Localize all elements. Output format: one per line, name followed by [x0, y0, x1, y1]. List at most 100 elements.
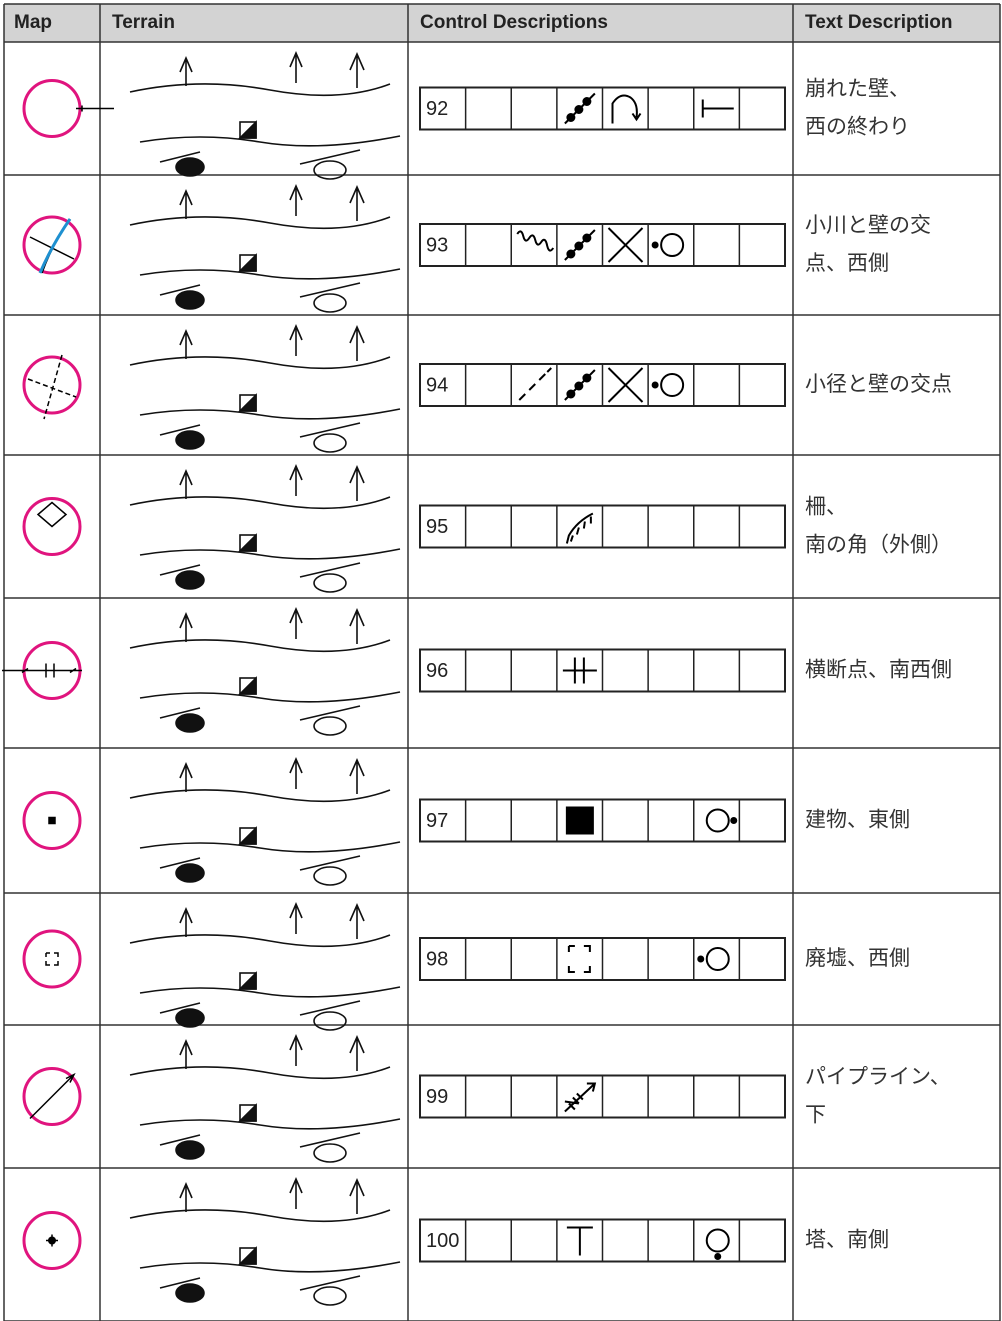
control-flag-half: [238, 533, 257, 552]
symbol-fill: [565, 806, 594, 835]
text-description: 西の終わり: [805, 115, 910, 139]
horizon: [129, 789, 391, 803]
table-grid: [3, 3, 1001, 1321]
rock: [175, 1283, 205, 1303]
rock: [175, 157, 205, 177]
trees: [179, 901, 365, 939]
symbol-circle: [705, 947, 730, 971]
control-symbol: [565, 806, 594, 835]
text-description: 崩れた壁、: [805, 77, 910, 101]
control-number: 96: [426, 660, 448, 682]
control-symbol: [566, 1226, 593, 1256]
rock: [313, 1011, 347, 1031]
symbol-dot: [582, 233, 592, 243]
header-map: Map: [14, 12, 52, 33]
control-number: 98: [426, 948, 448, 970]
control-symbol: [562, 657, 597, 684]
symbol-dot: [714, 1253, 722, 1260]
terrain-sketch: [129, 756, 401, 886]
terrain-sketch: [129, 50, 401, 180]
symbol-line: [701, 99, 734, 118]
symbol-line: [564, 1082, 597, 1113]
control-flag-half: [238, 393, 257, 412]
symbol-line: [562, 657, 597, 684]
map-symbol: [22, 1067, 82, 1126]
trees: [179, 1033, 365, 1071]
terrain-sketch: [129, 901, 401, 1031]
map-circle: [22, 1211, 82, 1270]
rock: [175, 290, 205, 310]
symbol-dot: [582, 373, 592, 383]
control-flag-half: [238, 253, 257, 272]
symbol-line: [565, 512, 594, 544]
control-symbol: [518, 367, 552, 401]
symbol-dot: [730, 817, 738, 824]
map-feature: [36, 501, 68, 528]
text-description: 柵、: [805, 495, 847, 519]
map-circle: [22, 1067, 82, 1126]
map-symbol: [22, 791, 82, 850]
map-feature: [76, 105, 114, 112]
map-symbol: [22, 1211, 82, 1270]
symbol-line: [607, 227, 644, 263]
map-feature: [48, 816, 56, 825]
horizon: [129, 356, 391, 370]
ground: [139, 268, 401, 298]
symbol-dot: [574, 241, 584, 251]
control-flag-half: [238, 120, 257, 139]
trees: [179, 50, 365, 88]
map-feature: [2, 663, 82, 678]
control-symbol: [564, 1082, 597, 1113]
terrain-sketch: [129, 1176, 401, 1306]
control-number: 100: [426, 1230, 459, 1252]
symbol-line: [611, 94, 642, 124]
horizon: [129, 639, 391, 653]
control-symbol: [705, 808, 738, 833]
symbol-line: [607, 367, 644, 403]
text-description: 塔、南側: [805, 1228, 889, 1252]
symbol-line: [566, 1226, 593, 1256]
map-circle: [22, 355, 82, 415]
rock: [313, 716, 347, 736]
symbol-line: [567, 945, 591, 973]
symbol-dot: [651, 241, 659, 249]
rock: [175, 570, 205, 590]
text-description: 南の角（外側）: [805, 533, 952, 557]
rock: [313, 160, 347, 180]
symbol-circle: [660, 233, 685, 257]
rock: [175, 1008, 205, 1028]
horizon: [129, 934, 391, 948]
terrain-sketch: [129, 183, 401, 313]
horizon: [129, 496, 391, 510]
rock: [175, 430, 205, 450]
map-circle: [22, 497, 82, 556]
horizon: [129, 216, 391, 230]
ground: [139, 1118, 401, 1148]
ground: [139, 1261, 401, 1291]
horizon: [129, 1066, 391, 1080]
control-symbol: [564, 229, 596, 261]
header-control: Control Descriptions: [420, 12, 608, 33]
rock: [175, 713, 205, 733]
rock: [175, 863, 205, 883]
control-number: 97: [426, 810, 448, 832]
symbol-dot: [566, 249, 576, 259]
text-description: 小径と壁の交点: [805, 372, 952, 396]
ground: [139, 986, 401, 1016]
symbol-dot: [574, 381, 584, 391]
trees: [179, 323, 365, 361]
ground: [139, 841, 401, 871]
control-symbol: [607, 227, 644, 263]
control-number: 93: [426, 234, 448, 256]
symbol-dot: [651, 381, 659, 389]
symbol-circle: [660, 373, 685, 397]
terrain-sketch: [129, 323, 401, 453]
control-symbol: [564, 92, 596, 125]
map-feature: [45, 952, 59, 966]
symbol-dot: [566, 389, 576, 399]
terrain-sketch: [129, 463, 401, 593]
rock: [313, 1286, 347, 1306]
map-symbol: [22, 497, 82, 556]
symbol-dot: [566, 113, 576, 122]
